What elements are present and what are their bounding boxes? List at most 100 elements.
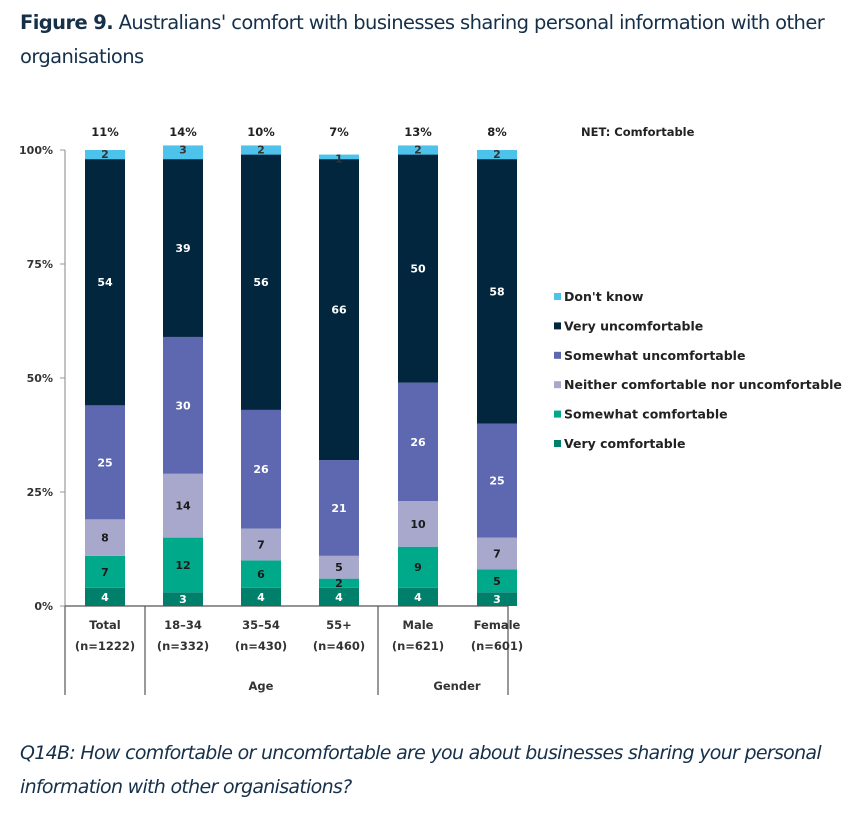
bar-segment	[477, 423, 517, 538]
bar-value-label: 2	[101, 148, 109, 161]
bar-segment	[85, 405, 125, 520]
category-label: 18–34	[164, 618, 202, 632]
legend-swatch	[554, 293, 561, 300]
category-n-label: (n=621)	[392, 639, 444, 653]
bar-segment	[319, 154, 359, 160]
bar-segment	[241, 560, 281, 588]
bar-segment	[241, 587, 281, 606]
bar-stack-2: 4 6 7 26 56 2	[241, 143, 281, 606]
bar-segment	[85, 555, 125, 588]
bar-segment	[85, 159, 125, 406]
category-label: 35–54	[242, 618, 280, 632]
legend-item: Neither comfortable nor uncomfortable	[554, 377, 842, 392]
bar-segment	[477, 159, 517, 424]
bar-stack-0: 4 7 8 25 54 2	[85, 148, 125, 606]
bar-value-label: 3	[179, 143, 187, 156]
bar-segment	[319, 159, 359, 461]
category-n-label: (n=430)	[235, 639, 287, 653]
legend-label: Very uncomfortable	[564, 318, 703, 333]
bar-value-label: 4	[257, 591, 265, 604]
bar-segment	[163, 592, 203, 606]
bar-segment	[241, 154, 281, 410]
bar-value-label: 66	[331, 304, 347, 317]
bar-value-label: 7	[257, 538, 265, 551]
bar-value-label: 2	[493, 148, 501, 161]
bar-value-label: 14	[175, 500, 191, 513]
y-tick-label: 50%	[27, 372, 53, 385]
category-label: 55+	[326, 618, 352, 632]
legend-label: Don't know	[564, 289, 644, 304]
bar-value-label: 25	[489, 475, 504, 488]
legend-swatch	[554, 322, 561, 330]
bar-segment	[319, 555, 359, 579]
group-label: Gender	[433, 679, 480, 693]
bar-value-label: 54	[97, 276, 113, 289]
legend-label: Very comfortable	[564, 436, 685, 451]
net-comfortable-value: 14%	[169, 125, 197, 139]
bar-value-label: 5	[335, 561, 343, 574]
bar-value-label: 26	[410, 436, 426, 449]
bar-segment	[477, 537, 517, 570]
category-n-label: (n=1222)	[75, 639, 135, 653]
legend-label: Neither comfortable nor uncomfortable	[564, 377, 842, 392]
bar-segment	[398, 154, 438, 383]
bar-value-label: 21	[331, 502, 346, 515]
bar-segment	[85, 587, 125, 606]
bar-value-label: 4	[335, 591, 343, 604]
figure-title-text: Australians' comfort with businesses sha…	[20, 11, 825, 68]
bar-value-label: 4	[101, 591, 109, 604]
bar-stack-1: 3 12 14 30 39 3	[163, 143, 203, 606]
legend: Don't know Very uncomfortable Somewhat unc…	[554, 289, 842, 451]
net-comfortable-value: 8%	[487, 125, 507, 139]
bar-segment	[163, 473, 203, 538]
category-table: Total (n=1222) 18–34 (n=332) 35–54 (n=430) 55+…	[64, 605, 523, 695]
bar-segment	[85, 150, 125, 160]
group-label: Age	[249, 679, 274, 693]
category-label: Total	[89, 618, 120, 632]
category-label: Male	[403, 618, 434, 632]
figure-label: Figure 9.	[20, 11, 114, 34]
bar-segment	[163, 537, 203, 593]
y-tick-label: 100%	[19, 144, 53, 157]
legend-item: Very uncomfortable	[554, 318, 703, 333]
bar-segment	[319, 460, 359, 556]
bar-value-label: 2	[335, 577, 343, 590]
category-n-label: (n=332)	[157, 639, 209, 653]
bar-segment	[163, 145, 203, 160]
y-tick-label: 75%	[27, 258, 53, 271]
bar-value-label: 5	[493, 575, 501, 588]
bar-value-label: 10	[410, 518, 426, 531]
legend-item: Somewhat comfortable	[554, 407, 728, 422]
figure-title: Figure 9. Australians' comfort with busi…	[20, 6, 840, 74]
bar-segment	[398, 587, 438, 606]
y-tick-label: 25%	[27, 486, 53, 499]
legend-label: Somewhat uncomfortable	[564, 348, 745, 363]
bar-segment	[398, 145, 438, 155]
bar-value-label: 6	[257, 568, 265, 581]
category-n-label: (n=460)	[313, 639, 365, 653]
bar-segment	[241, 145, 281, 155]
bar-segment	[241, 528, 281, 561]
net-comfortable-label: NET: Comfortable	[581, 125, 695, 139]
y-tick-label: 0%	[34, 600, 53, 613]
bar-value-label: 58	[489, 285, 504, 298]
bar-stack-5: 3 5 7 25 58 2	[477, 148, 517, 606]
bar-value-label: 25	[97, 456, 112, 469]
bar-value-label: 56	[253, 276, 269, 289]
bar-value-label: 2	[414, 143, 422, 156]
bar-stack-3: 42 5 21 66 1	[319, 153, 359, 606]
y-axis: 0% 25% 50% 75% 100%	[19, 144, 66, 613]
category-label: Female	[474, 618, 521, 632]
net-labels: 11% 14% 10% 7% 13% 8% NET: Comfortable	[91, 125, 694, 139]
bar-value-label: 4	[414, 591, 422, 604]
bar-segment	[477, 150, 517, 160]
bar-value-label: 1	[335, 153, 343, 166]
bar-value-label: 7	[493, 548, 501, 561]
bar-value-label: 9	[414, 561, 422, 574]
legend-swatch	[554, 410, 561, 418]
bar-segment	[398, 546, 438, 588]
bar-value-label: 26	[253, 463, 269, 476]
bar-value-label: 7	[101, 566, 109, 579]
legend-item: Don't know	[554, 289, 644, 304]
bar-value-label: 8	[101, 532, 109, 545]
